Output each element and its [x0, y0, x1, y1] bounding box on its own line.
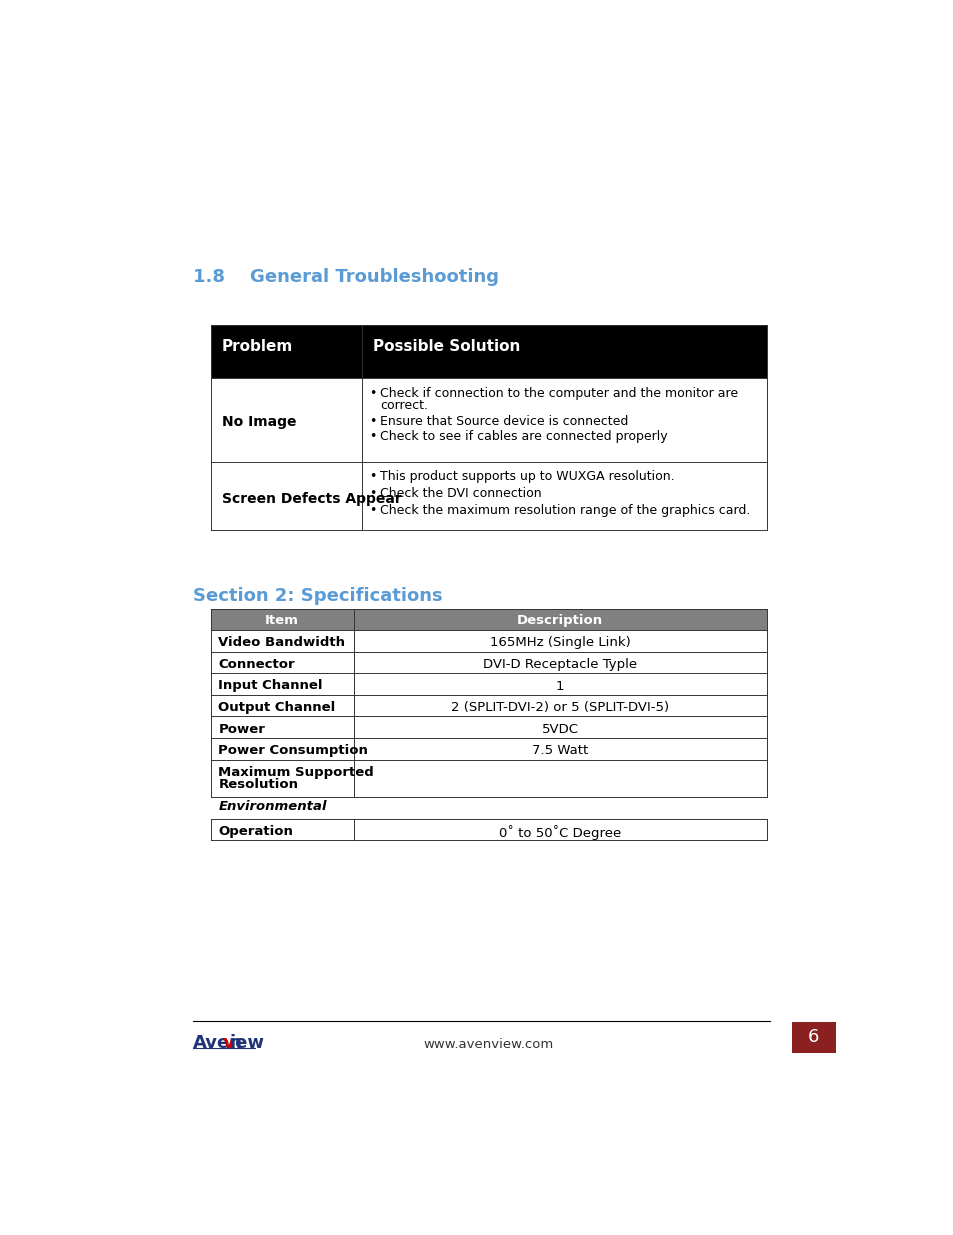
- Text: Environmental: Environmental: [218, 800, 327, 814]
- Text: 1: 1: [556, 679, 564, 693]
- Text: DVI-D Receptacle Typle: DVI-D Receptacle Typle: [482, 658, 637, 671]
- Text: Operation: Operation: [218, 825, 293, 839]
- Bar: [211, 462, 766, 530]
- Text: 2 (SPLIT-DVI-2) or 5 (SPLIT-DVI-5): 2 (SPLIT-DVI-2) or 5 (SPLIT-DVI-5): [451, 701, 669, 714]
- Text: •: •: [369, 387, 376, 400]
- Text: Power: Power: [218, 722, 265, 736]
- Text: 1.8    General Troubleshooting: 1.8 General Troubleshooting: [193, 268, 498, 285]
- Text: Maximum Supported: Maximum Supported: [218, 766, 374, 779]
- Text: 0˚ to 50˚C Degree: 0˚ to 50˚C Degree: [498, 825, 620, 840]
- Text: •: •: [369, 430, 376, 443]
- Bar: [211, 325, 766, 378]
- Text: Check the maximum resolution range of the graphics card.: Check the maximum resolution range of th…: [380, 504, 750, 517]
- Bar: [211, 378, 766, 462]
- Text: correct.: correct.: [380, 399, 428, 412]
- Text: Check to see if cables are connected properly: Check to see if cables are connected pro…: [380, 430, 667, 443]
- Text: Description: Description: [517, 614, 602, 627]
- Text: Aven: Aven: [193, 1034, 243, 1052]
- Text: Problem: Problem: [221, 340, 293, 354]
- Text: Output Channel: Output Channel: [218, 701, 335, 714]
- Text: Video Bandwidth: Video Bandwidth: [218, 636, 345, 650]
- Text: 5VDC: 5VDC: [541, 722, 578, 736]
- Text: 7.5 Watt: 7.5 Watt: [532, 745, 588, 757]
- Text: Section 2: Specifications: Section 2: Specifications: [193, 587, 442, 605]
- Text: Ensure that Source device is connected: Ensure that Source device is connected: [380, 415, 628, 427]
- Text: This product supports up to WUXGA resolution.: This product supports up to WUXGA resolu…: [380, 471, 675, 483]
- Text: Possible Solution: Possible Solution: [373, 340, 519, 354]
- Text: •: •: [369, 471, 376, 483]
- Text: Screen Defects Appear: Screen Defects Appear: [221, 492, 401, 505]
- Text: No Image: No Image: [221, 415, 295, 430]
- Bar: [211, 609, 766, 630]
- Text: •: •: [369, 487, 376, 500]
- Text: Power Consumption: Power Consumption: [218, 745, 368, 757]
- Text: Check the DVI connection: Check the DVI connection: [380, 487, 541, 500]
- Text: Resolution: Resolution: [218, 778, 298, 792]
- Text: 6: 6: [807, 1029, 819, 1046]
- Text: 165MHz (Single Link): 165MHz (Single Link): [489, 636, 630, 650]
- Text: iew: iew: [229, 1034, 264, 1052]
- Text: v: v: [222, 1034, 233, 1052]
- Text: Input Channel: Input Channel: [218, 679, 323, 693]
- Text: Check if connection to the computer and the monitor are: Check if connection to the computer and …: [380, 387, 738, 400]
- Bar: [791, 1023, 835, 1053]
- Text: •: •: [369, 415, 376, 427]
- Text: www.avenview.com: www.avenview.com: [423, 1037, 554, 1051]
- Text: •: •: [369, 504, 376, 517]
- Text: Item: Item: [265, 614, 298, 627]
- Text: Connector: Connector: [218, 658, 294, 671]
